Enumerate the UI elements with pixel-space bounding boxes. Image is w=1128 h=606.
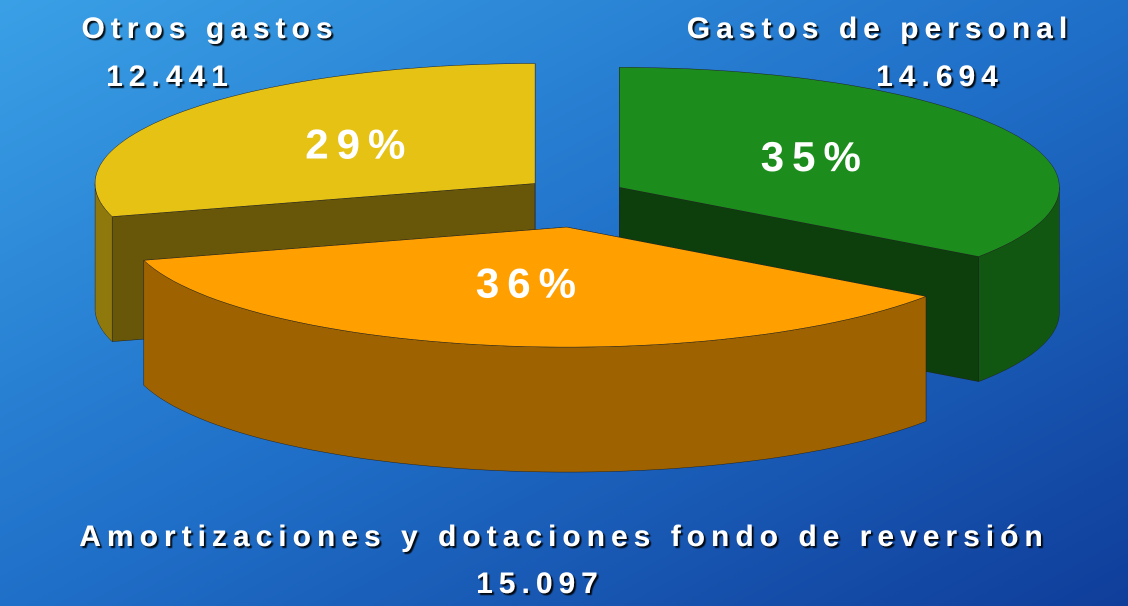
category-label: Otros gastos [81, 12, 338, 45]
value-label: 12.441 [106, 60, 234, 93]
category-label: Gastos de personal [687, 12, 1073, 45]
value-label: 14.694 [876, 60, 1004, 93]
value-label: 15.097 [476, 567, 604, 600]
slice [94, 63, 536, 217]
pie [94, 63, 1060, 473]
slice [143, 226, 927, 348]
slice [619, 67, 1060, 257]
percent-label: 35% [761, 133, 869, 180]
percent-label: 36% [476, 259, 584, 306]
percent-label: 29% [305, 120, 413, 167]
category-label: Amortizaciones y dotaciones fondo de rev… [79, 520, 1049, 553]
